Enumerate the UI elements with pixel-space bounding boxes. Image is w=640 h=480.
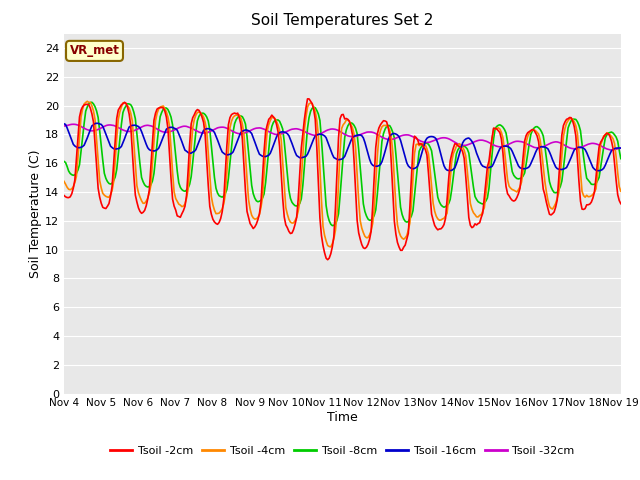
Legend: Tsoil -2cm, Tsoil -4cm, Tsoil -8cm, Tsoil -16cm, Tsoil -32cm: Tsoil -2cm, Tsoil -4cm, Tsoil -8cm, Tsoi… [106, 441, 579, 460]
Text: VR_met: VR_met [70, 44, 120, 58]
X-axis label: Time: Time [327, 411, 358, 424]
Y-axis label: Soil Temperature (C): Soil Temperature (C) [29, 149, 42, 278]
Title: Soil Temperatures Set 2: Soil Temperatures Set 2 [252, 13, 433, 28]
